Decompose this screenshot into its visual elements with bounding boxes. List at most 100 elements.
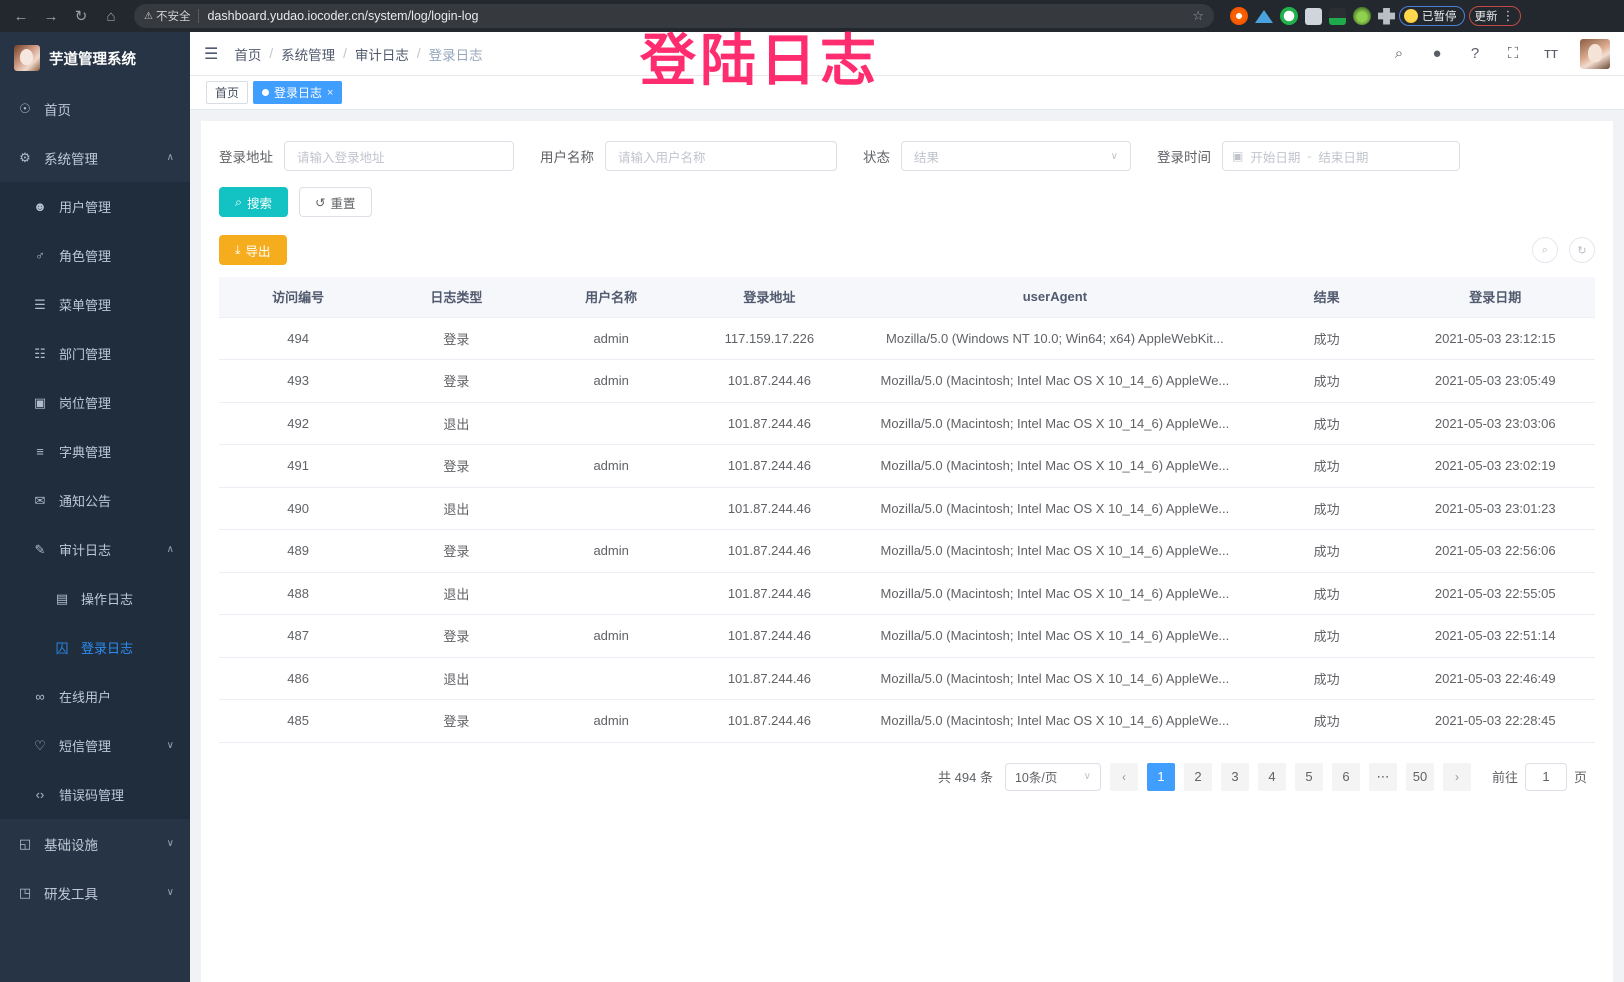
sidebar-item-role-management[interactable]: ♂ 角色管理 (0, 231, 190, 280)
page-button-1[interactable]: 1 (1146, 762, 1175, 791)
font-size-icon[interactable]: ᴛᴛ (1544, 45, 1558, 62)
cell-id: 494 (219, 317, 378, 360)
help-icon[interactable]: ? (1470, 45, 1480, 62)
status-select[interactable]: 结果 ∨ (901, 141, 1131, 171)
wechat-icon[interactable] (1280, 7, 1298, 25)
next-page-button[interactable]: › (1442, 762, 1471, 791)
sidebar-item-infrastructure[interactable]: ◱ 基础设施 ∨ (0, 819, 190, 868)
table-row[interactable]: 487 登录 admin 101.87.244.46 Mozilla/5.0 (… (219, 614, 1595, 658)
column-header-username[interactable]: 用户名称 (535, 277, 687, 318)
sidebar-item-login-log[interactable]: 囚 登录日志 (0, 623, 190, 672)
not-secure-indicator[interactable]: ⚠ 不安全 (144, 8, 190, 24)
column-header-date[interactable]: 登录日期 (1395, 277, 1595, 318)
table-row[interactable]: 494 登录 admin 117.159.17.226 Mozilla/5.0 … (219, 317, 1595, 360)
avatar[interactable] (1580, 38, 1610, 69)
paused-label: 已暂停 (1422, 11, 1457, 23)
page-jump-input[interactable]: 1 (1524, 762, 1567, 791)
translate-icon[interactable] (1305, 7, 1322, 25)
table-row[interactable]: 492 退出 101.87.244.46 Mozilla/5.0 (Macint… (219, 402, 1595, 445)
sidebar-item-notice[interactable]: ✉ 通知公告 (0, 476, 190, 525)
end-date-input[interactable]: 结束日期 (1318, 150, 1369, 165)
cell-ip: 101.87.244.46 (686, 487, 852, 530)
login-time-daterange[interactable]: ▣ 开始日期 - 结束日期 (1222, 141, 1460, 171)
export-button[interactable]: ⤓ 导出 (219, 235, 287, 265)
page-size-select[interactable]: 10条/页 ∨ (1004, 762, 1101, 791)
column-header-type[interactable]: 日志类型 (377, 277, 536, 318)
column-header-ip[interactable]: 登录地址 (686, 277, 852, 318)
login-address-input[interactable]: 请输入登录地址 (284, 141, 514, 171)
address-bar[interactable]: ⚠ 不安全 dashboard.yudao.iocoder.cn/system/… (134, 4, 1214, 28)
column-header-useragent[interactable]: userAgent (851, 277, 1258, 318)
sidebar-item-position-management[interactable]: ▣ 岗位管理 (0, 378, 190, 427)
table-row[interactable]: 489 登录 admin 101.87.244.46 Mozilla/5.0 (… (219, 529, 1595, 573)
page-button-50[interactable]: 50 (1405, 762, 1434, 791)
puzzle-icon[interactable] (1378, 7, 1395, 25)
table-row[interactable]: 491 登录 admin 101.87.244.46 Mozilla/5.0 (… (219, 444, 1595, 488)
fullscreen-icon[interactable]: ⛶ (1507, 45, 1519, 62)
breadcrumb-item-current: 登录日志 (428, 47, 483, 63)
sidebar-item-dictionary-management[interactable]: ≡ 字典管理 (0, 427, 190, 476)
column-header-result[interactable]: 结果 (1257, 277, 1396, 318)
github-icon[interactable]: ● (1432, 45, 1442, 62)
sidebar-item-dev-tools[interactable]: ◳ 研发工具 ∨ (0, 868, 190, 917)
page-ellipsis[interactable]: ⋯ (1368, 762, 1397, 791)
back-icon[interactable]: ← (13, 7, 29, 25)
refresh-icon[interactable]: ↻ (1569, 237, 1595, 263)
start-date-input[interactable]: 开始日期 (1250, 150, 1301, 165)
page-button-3[interactable]: 3 (1220, 762, 1249, 791)
search-toggle-icon[interactable]: ⌕ (1532, 237, 1558, 263)
column-header-id[interactable]: 访问编号 (219, 277, 378, 318)
prev-page-button[interactable]: ‹ (1109, 762, 1138, 791)
reset-button[interactable]: ↺ 重置 (299, 187, 372, 217)
eye-icon[interactable] (1353, 7, 1371, 25)
table-row[interactable]: 488 退出 101.87.244.46 Mozilla/5.0 (Macint… (219, 572, 1595, 615)
search-icon[interactable]: ⌕ (1394, 45, 1404, 62)
sidebar-logo[interactable]: 芋道管理系统 (0, 32, 190, 84)
sidebar-item-label: 用户管理 (59, 200, 112, 215)
search-button[interactable]: ⌕ 搜索 (219, 187, 289, 217)
bookmark-star-icon[interactable]: ☆ (1192, 8, 1204, 23)
breadcrumb-item-0[interactable]: 首页 (234, 47, 262, 63)
breadcrumb-item-2[interactable]: 审计日志 (354, 47, 409, 63)
document-icon: ▤ (55, 590, 69, 606)
chevron-down-icon: ∨ (166, 740, 174, 751)
sidebar-item-error-code-management[interactable]: ‹› 错误码管理 (0, 770, 190, 819)
page-button-6[interactable]: 6 (1331, 762, 1360, 791)
table-row[interactable]: 493 登录 admin 101.87.244.46 Mozilla/5.0 (… (219, 359, 1595, 403)
field-login-address: 登录地址 请输入登录地址 (219, 141, 514, 171)
table-header-row: 访问编号 日志类型 用户名称 登录地址 userAgent 结果 登录日期 (219, 277, 1595, 318)
sidebar-item-department-management[interactable]: ☷ 部门管理 (0, 329, 190, 378)
breadcrumb-item-1[interactable]: 系统管理 (281, 47, 336, 63)
diamond-icon[interactable] (1255, 9, 1273, 23)
table-row[interactable]: 485 登录 admin 101.87.244.46 Mozilla/5.0 (… (219, 699, 1595, 743)
reload-icon[interactable]: ↻ (74, 8, 88, 25)
cell-username (535, 572, 687, 615)
tab-login-log[interactable]: 登录日志 × (253, 81, 343, 104)
table-row[interactable]: 490 退出 101.87.244.46 Mozilla/5.0 (Macint… (219, 487, 1595, 530)
tab-home[interactable]: 首页 (206, 81, 249, 104)
close-icon[interactable]: × (327, 86, 334, 99)
update-badge[interactable]: 更新 ⋮ (1468, 6, 1521, 26)
sidebar-item-user-management[interactable]: ☻ 用户管理 (0, 182, 190, 231)
username-input[interactable]: 请输入用户名称 (605, 141, 837, 171)
sidebar-item-system-management[interactable]: ⚙ 系统管理 ∧ (0, 133, 190, 182)
sidebar-item-operation-log[interactable]: ▤ 操作日志 (0, 574, 190, 623)
page-button-5[interactable]: 5 (1294, 762, 1323, 791)
odysee-icon[interactable] (1230, 7, 1248, 25)
cell-username: admin (535, 317, 687, 360)
cell-date: 2021-05-03 23:02:19 (1395, 444, 1595, 488)
sidebar-item-sms-management[interactable]: ♡ 短信管理 ∨ (0, 721, 190, 770)
page-button-2[interactable]: 2 (1183, 762, 1212, 791)
sidebar-item-home[interactable]: ☉ 首页 (0, 84, 190, 133)
forward-icon[interactable]: → (43, 7, 59, 25)
browser-menu-icon[interactable]: ⋮ (1501, 7, 1515, 23)
sidebar-item-audit-log[interactable]: ✎ 审计日志 ∧ (0, 525, 190, 574)
home-icon[interactable]: ⌂ (106, 7, 116, 25)
on-badge-icon[interactable] (1329, 7, 1346, 25)
paused-badge[interactable]: 已暂停 (1399, 6, 1465, 26)
page-button-4[interactable]: 4 (1257, 762, 1286, 791)
sidebar-item-online-users[interactable]: ∞ 在线用户 (0, 672, 190, 721)
hamburger-icon[interactable]: ☰ (204, 45, 219, 63)
table-row[interactable]: 486 退出 101.87.244.46 Mozilla/5.0 (Macint… (219, 657, 1595, 700)
sidebar-item-menu-management[interactable]: ☰ 菜单管理 (0, 280, 190, 329)
